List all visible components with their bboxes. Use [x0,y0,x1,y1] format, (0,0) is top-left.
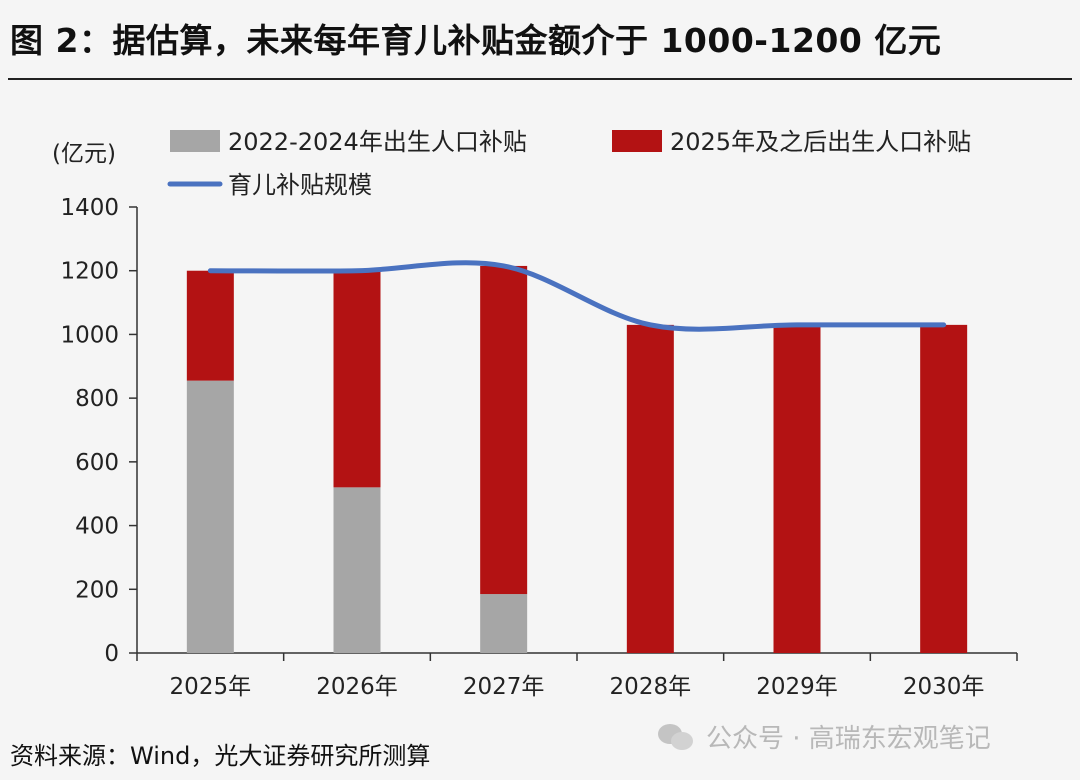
watermark: 公众号 · 高瑞东宏观笔记 [658,718,991,755]
y-tick-label: 1200 [60,259,119,285]
x-tick-label: 2026年 [316,674,398,700]
y-tick-label: 600 [75,450,119,476]
y-tick-label: 1000 [60,322,119,348]
x-tick-label: 2025年 [170,674,252,700]
y-tick-label: 400 [75,514,119,540]
figure-title: 图 2：据估算，未来每年育儿补贴金额介于 1000-1200 亿元 [10,21,942,60]
watermark-text: 公众号 · 高瑞东宏观笔记 [706,724,991,754]
x-tick-label: 2027年 [463,674,545,700]
bar-segment-2025-after [920,324,968,653]
y-tick-label: 1400 [60,195,119,221]
y-axis-label: (亿元) [52,141,116,167]
y-tick-label: 0 [104,641,119,667]
x-tick-label: 2028年 [610,674,692,700]
wechat-icon [658,723,694,750]
x-tick-label: 2030年 [903,674,985,700]
series-line-total [207,260,947,332]
x-tick-label: 2029年 [756,674,838,700]
bar-segment-2022-2024 [333,487,381,653]
y-tick-label: 800 [75,386,119,412]
bar-segment-2022-2024 [480,594,528,653]
legend-item-2022-2024: 2022-2024年出生人口补贴 [228,128,527,156]
legend-item-total: 育儿补贴规模 [228,171,372,199]
legend-swatch [170,130,220,152]
bar-segment-2022-2024 [186,380,234,653]
bar-segment-2025-after [626,324,674,653]
y-tick-label: 200 [75,577,119,603]
source-note: 资料来源：Wind，光大证券研究所测算 [10,742,431,770]
bar-segment-2025-after [773,324,821,653]
bar-segment-2025-after [186,270,234,381]
bar-segment-2025-after [333,270,381,488]
legend-item-2025-after: 2025年及之后出生人口补贴 [670,128,971,156]
title-divider [8,78,1072,80]
bar-segment-2025-after [480,265,528,595]
legend-swatch [612,130,662,152]
